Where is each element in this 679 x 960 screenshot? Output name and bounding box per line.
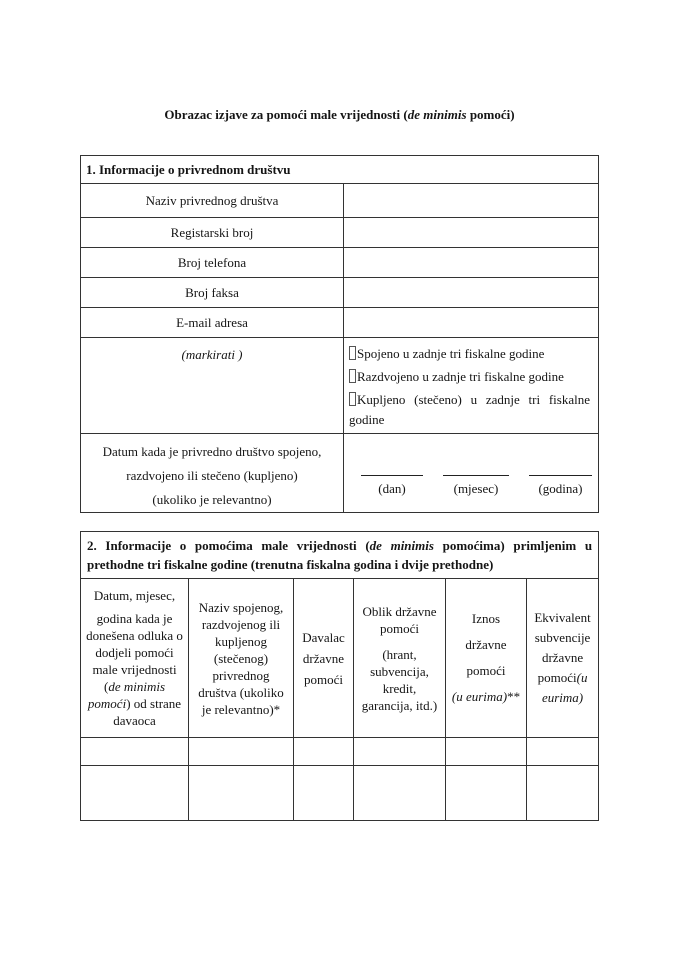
aid-row2-cell-grantor[interactable] [293,765,354,821]
col-header-decision-date: Datum, mjesec, godina kada je donešena o… [80,578,189,738]
field-value-email[interactable] [342,307,600,338]
date-month-field: (mjesec) [443,463,509,497]
merge-date-fields-cell: (dan) (mjesec) (godina) [342,433,600,513]
day-underline[interactable] [361,463,423,476]
col-header-italic: (u eurima) [451,689,508,704]
year-label: (godina) [538,481,583,496]
form-title: Obrazac izjave za pomoći male vrijednost… [0,106,679,124]
date-year-field: (godina) [529,463,592,497]
col-header-italic: de minimis pomoći [87,679,166,711]
aid-row1-cell-amount[interactable] [445,737,527,766]
col-header-aid-amount-line3: pomoći [466,663,506,678]
aid-row1-cell-company[interactable] [188,737,294,766]
merge-date-label-line1: Datum kada je privredno društvo spojeno, [102,444,322,459]
field-label-registration-number: Registarski broj [80,217,344,248]
section2-heading-text-end: pomoćima) primljenim u prethodne tri fis… [87,538,593,572]
mark-instruction: (markirati ) [80,337,344,434]
company-info-table: 1. Informacije o privrednom društvu Nazi… [79,155,600,513]
col-header-footnote-stars: ** [507,689,521,704]
month-label: (mjesec) [453,481,499,496]
date-fields: (dan) (mjesec) (godina) [345,463,598,497]
merge-options-cell: Spojeno u zadnje tri fiskalne godine Raz… [342,337,600,434]
aid-info-table: 2. Informacije o pomoćima male vrijednos… [79,531,600,821]
field-value-registration-number[interactable] [342,217,600,248]
aid-row2-cell-form[interactable] [353,765,446,821]
aid-row1-cell-equivalent[interactable] [525,737,600,766]
field-label-company-name: Naziv privrednog društva [80,183,344,218]
col-header-aid-grantor: Davalac državne pomoći [293,578,354,738]
field-label-email: E-mail adresa [80,307,344,338]
field-label-fax: Broj faksa [80,277,344,308]
field-value-fax[interactable] [342,277,600,308]
form-title-text: Obrazac izjave za pomoći male vrijednost… [164,107,408,122]
year-underline[interactable] [529,463,592,476]
checkbox-option-split[interactable]: Razdvojeno u zadnje tri fiskalne godine [349,367,590,387]
merge-date-label: Datum kada je privredno društvo spojeno,… [80,433,344,513]
checkbox-option-label: Razdvojeno u zadnje tri fiskalne godine [357,369,564,384]
aid-row1-cell-date[interactable] [80,737,189,766]
col-header-aid-form-line2: (hrant, subvencija, kredit, garancija, i… [361,646,438,713]
aid-row1-cell-grantor[interactable] [293,737,354,766]
section2-heading: 2. Informacije o pomoćima male vrijednos… [79,531,600,579]
col-header-aid-amount: Iznos državne pomoći (u eurima)** [445,578,527,738]
aid-row2-cell-equivalent[interactable] [525,765,600,821]
aid-row1-cell-form[interactable] [353,737,446,766]
col-header-aid-form-line1: Oblik državne pomoći [362,603,437,636]
form-title-text-end: pomoći) [466,107,515,122]
field-label-phone: Broj telefona [80,247,344,278]
date-day-field: (dan) [361,463,423,497]
aid-row2-cell-company[interactable] [188,765,294,821]
checkbox-option-merged[interactable]: Spojeno u zadnje tri fiskalne godine [349,344,590,364]
col-header-text: Ekvivalent subvencije državne pomoći [534,610,591,685]
col-header-italic: (u eurima) [541,670,588,705]
field-value-phone[interactable] [342,247,600,278]
checkbox-icon[interactable] [349,392,356,406]
aid-row2-cell-date[interactable] [80,765,189,821]
checkbox-icon[interactable] [349,346,356,360]
section2-heading-text: 2. Informacije o pomoćima male vrijednos… [87,538,370,553]
section2-heading-italic: de minimis [369,538,434,553]
field-value-company-name[interactable] [342,183,600,218]
aid-row2-cell-amount[interactable] [445,765,527,821]
col-header-decision-date-line1: Datum, mjesec, [93,588,176,603]
col-header-decision-date-body: godina kada je donešena odluka o dodjeli… [84,610,185,729]
checkbox-option-label: Kupljeno (stečeno) u zadnje tri fiskalne… [349,392,591,427]
section1-heading: 1. Informacije o privrednom društvu [79,155,600,184]
month-underline[interactable] [443,463,509,476]
merge-date-label-line3: (ukoliko je relevantno) [152,492,272,507]
col-header-text-end: ) od strane davaoca [113,696,182,728]
checkbox-option-acquired[interactable]: Kupljeno (stečeno) u zadnje tri fiskalne… [349,390,590,430]
col-header-aid-amount-line1: Iznos [471,611,501,626]
form-title-italic: de minimis [407,107,467,122]
checkbox-option-label: Spojeno u zadnje tri fiskalne godine [357,346,545,361]
day-label: (dan) [378,481,406,496]
col-header-aid-amount-line2: državne [465,637,507,652]
checkbox-icon[interactable] [349,369,356,383]
col-header-text: godina kada je donešena odluka o dodjeli… [86,611,183,694]
col-header-subsidy-equivalent: Ekvivalent subvencije državne pomoći(u e… [525,578,600,738]
col-header-aid-amount-line4: (u eurima)** [449,684,523,710]
col-header-company-name: Naziv spojenog, razdvojenog ili kupljeno… [188,578,294,738]
merge-date-label-line2: razdvojeno ili stečeno (kupljeno) [126,468,298,483]
col-header-aid-form: Oblik državne pomoći (hrant, subvencija,… [353,578,446,738]
